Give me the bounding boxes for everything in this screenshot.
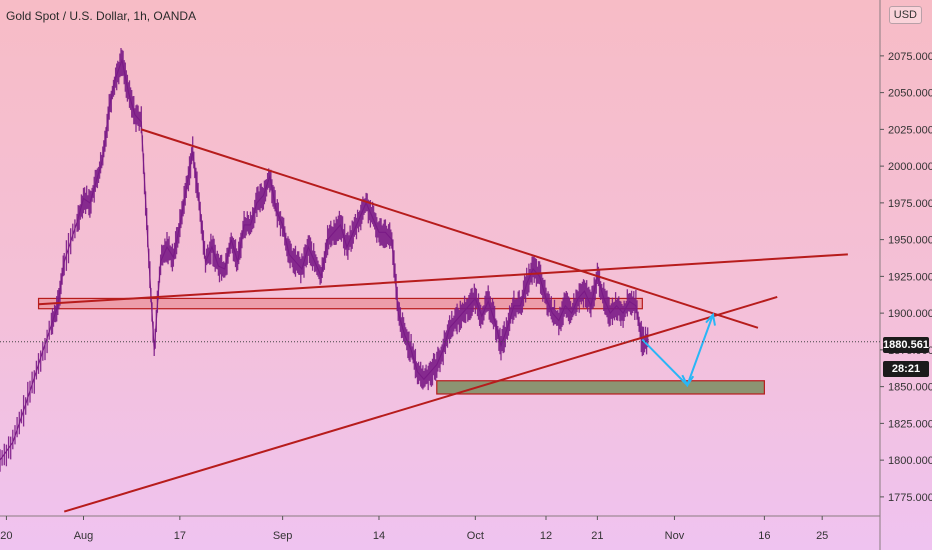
y-tick-label: 1925.000 xyxy=(888,271,932,283)
trendline-2 xyxy=(38,253,848,306)
projection-arrowhead-up xyxy=(705,312,716,326)
x-tick-label: 25 xyxy=(816,530,828,542)
y-tick-label: 1800.000 xyxy=(888,455,932,467)
projection-arrowhead-down xyxy=(681,374,695,388)
support-zone xyxy=(436,380,765,395)
projection-path xyxy=(641,314,714,388)
bar-countdown-tag: 28:21 xyxy=(883,361,929,377)
price-series-line xyxy=(0,58,650,461)
y-tick-label: 1775.000 xyxy=(888,492,932,504)
y-tick-label: 1975.000 xyxy=(888,198,932,210)
x-tick-label: Sep xyxy=(273,530,293,542)
x-tick-label: Aug xyxy=(74,530,94,542)
x-tick-label: Oct xyxy=(467,530,484,542)
y-tick-label: 2075.000 xyxy=(888,51,932,63)
y-tick-label: 1900.000 xyxy=(888,308,932,320)
y-tick-label: 2050.000 xyxy=(888,88,932,100)
currency-badge[interactable]: USD xyxy=(888,6,922,24)
chart-title: Gold Spot / U.S. Dollar, 1h, OANDA xyxy=(6,9,197,23)
trendline-3 xyxy=(63,295,778,513)
x-tick-label: 12 xyxy=(540,530,552,542)
x-tick-label: 16 xyxy=(758,530,770,542)
x-tick-label: 17 xyxy=(174,530,186,542)
x-tick-label: 14 xyxy=(373,530,385,542)
y-tick-label: 2025.000 xyxy=(888,124,932,136)
y-tick-label: 1825.000 xyxy=(888,418,932,430)
y-tick-label: 1850.000 xyxy=(888,382,932,394)
y-tick-label: 1950.000 xyxy=(888,235,932,247)
y-tick-label: 2000.000 xyxy=(888,161,932,173)
x-tick-label: Nov xyxy=(665,530,685,542)
x-tick-label: 21 xyxy=(591,530,603,542)
x-tick-label: 20 xyxy=(0,530,12,542)
trendline-1 xyxy=(141,128,759,329)
last-price-tag: 1880.561 xyxy=(883,337,929,353)
